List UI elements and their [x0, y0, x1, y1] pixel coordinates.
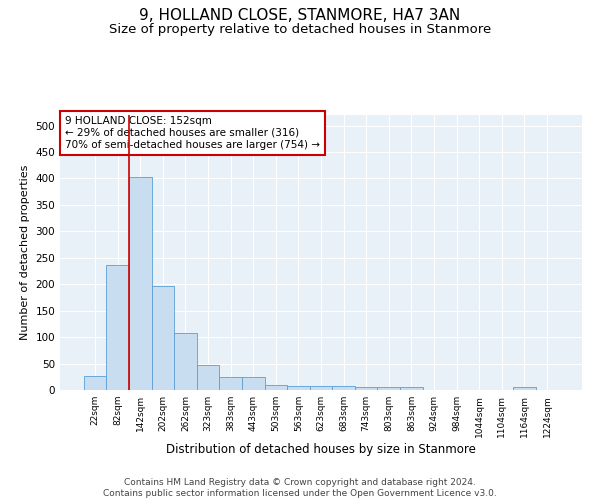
Bar	[377, 388, 400, 390]
Bar	[152, 286, 174, 390]
Bar	[310, 386, 332, 390]
Bar	[220, 377, 242, 390]
Y-axis label: Number of detached properties: Number of detached properties	[20, 165, 30, 340]
Bar	[513, 388, 536, 390]
Text: Contains HM Land Registry data © Crown copyright and database right 2024.
Contai: Contains HM Land Registry data © Crown c…	[103, 478, 497, 498]
Bar	[332, 386, 355, 390]
Bar	[106, 264, 129, 390]
Text: Distribution of detached houses by size in Stanmore: Distribution of detached houses by size …	[166, 442, 476, 456]
Bar	[287, 386, 310, 390]
Text: 9, HOLLAND CLOSE, STANMORE, HA7 3AN: 9, HOLLAND CLOSE, STANMORE, HA7 3AN	[139, 8, 461, 22]
Bar	[355, 388, 377, 390]
Bar	[197, 365, 220, 390]
Bar	[400, 388, 422, 390]
Bar	[242, 377, 265, 390]
Bar	[265, 384, 287, 390]
Bar	[84, 376, 106, 390]
Bar	[174, 334, 197, 390]
Bar	[129, 177, 152, 390]
Text: Size of property relative to detached houses in Stanmore: Size of property relative to detached ho…	[109, 22, 491, 36]
Text: 9 HOLLAND CLOSE: 152sqm
← 29% of detached houses are smaller (316)
70% of semi-d: 9 HOLLAND CLOSE: 152sqm ← 29% of detache…	[65, 116, 320, 150]
